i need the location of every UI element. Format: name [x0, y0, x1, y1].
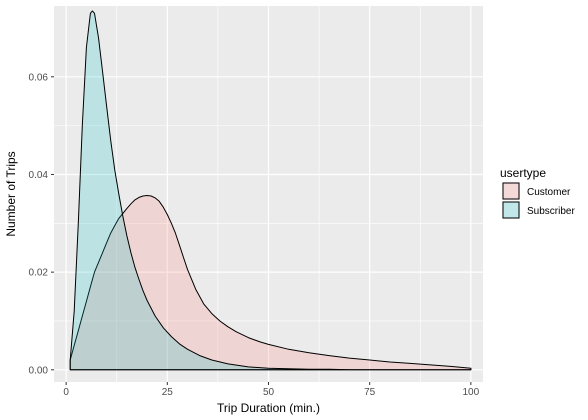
major-gridlines	[54, 6, 483, 382]
legend-key-bg-subscriber	[502, 201, 520, 219]
legend-key-bg-customer	[502, 182, 520, 200]
y-tick-label: 0.02	[29, 268, 49, 279]
legend: usertype Customer Subscriber	[500, 166, 575, 219]
series-layer	[69, 10, 472, 371]
x-tick-label: 50	[263, 387, 275, 398]
legend-items: Customer Subscriber	[502, 182, 575, 219]
y-axis-ticks: 0.00 0.02 0.04 0.06	[29, 72, 54, 376]
legend-label-subscriber: Subscriber	[527, 206, 575, 217]
x-tick-label: 75	[364, 387, 376, 398]
legend-swatch-customer	[502, 182, 520, 200]
x-axis-title: Trip Duration (min.)	[217, 401, 320, 415]
x-tick-label: 0	[63, 387, 69, 398]
x-tick-label: 100	[463, 387, 480, 398]
x-tick-label: 25	[162, 387, 174, 398]
series-area-subscriber	[69, 10, 472, 371]
y-axis-title: Number of Trips	[4, 151, 18, 236]
x-axis-ticks: 0 25 50 75 100	[63, 382, 480, 398]
series-area-customer	[69, 195, 472, 371]
y-tick-label: 0.04	[29, 170, 49, 181]
legend-swatch-subscriber	[502, 201, 520, 219]
y-tick-label: 0.00	[29, 365, 49, 376]
legend-title: usertype	[500, 166, 546, 180]
legend-label-customer: Customer	[527, 187, 571, 198]
y-tick-label: 0.06	[29, 72, 49, 83]
